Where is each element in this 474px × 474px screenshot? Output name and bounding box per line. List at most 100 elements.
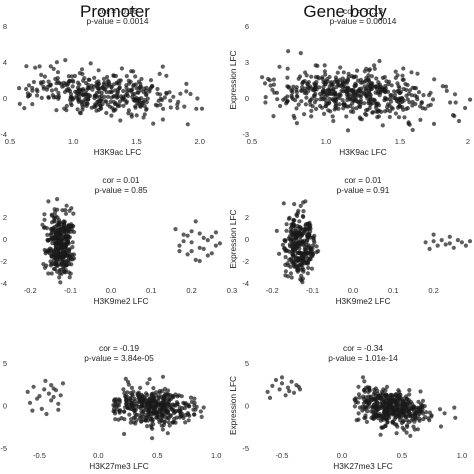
data-point <box>331 86 336 92</box>
data-point <box>459 240 464 245</box>
x-axis-label: H3K9ac LFC <box>339 147 387 157</box>
x-tick-label: 0.5 <box>5 137 15 146</box>
data-point <box>300 85 305 90</box>
data-point <box>301 214 306 219</box>
data-point <box>54 60 60 65</box>
data-point <box>292 241 297 246</box>
data-point <box>292 218 297 223</box>
data-point <box>138 84 144 89</box>
data-point <box>127 81 132 86</box>
data-point <box>295 268 300 273</box>
data-point <box>145 424 150 429</box>
data-point <box>389 93 394 98</box>
data-point <box>49 271 54 276</box>
data-point <box>163 415 168 420</box>
data-point <box>341 106 346 111</box>
data-point <box>142 97 147 103</box>
data-point <box>70 84 75 89</box>
data-point <box>404 430 409 435</box>
data-point <box>56 93 61 98</box>
data-point <box>142 112 147 117</box>
y-axis-label: Expression LFC <box>228 50 238 109</box>
data-point <box>66 230 71 235</box>
data-point <box>134 401 139 407</box>
data-point <box>209 251 214 256</box>
data-point <box>166 411 171 416</box>
data-point <box>415 427 420 432</box>
data-point <box>291 390 297 395</box>
data-point <box>453 100 458 105</box>
data-point <box>201 235 206 240</box>
data-point <box>42 74 48 79</box>
data-point <box>84 88 89 93</box>
data-point <box>377 413 382 418</box>
data-point <box>326 108 331 113</box>
data-point <box>27 400 33 405</box>
data-point <box>121 103 126 108</box>
data-point <box>302 112 307 117</box>
x-tick-label: 0.3 <box>227 286 237 295</box>
data-point <box>201 405 206 410</box>
data-point <box>331 97 336 103</box>
data-point <box>383 89 388 94</box>
data-point <box>285 66 290 71</box>
data-point <box>294 90 299 95</box>
data-point <box>387 406 392 411</box>
data-point <box>343 89 348 94</box>
data-point <box>320 76 325 81</box>
data-point <box>393 75 398 80</box>
data-point <box>277 64 282 69</box>
data-point <box>443 84 449 89</box>
x-tick-label: 0.1 <box>388 286 398 295</box>
data-point <box>168 105 173 110</box>
data-point <box>274 228 279 233</box>
data-point <box>209 234 214 239</box>
data-point <box>41 225 47 230</box>
data-point <box>116 87 121 92</box>
data-point <box>39 406 44 411</box>
data-point <box>112 107 117 112</box>
data-point <box>267 395 273 400</box>
data-point <box>145 381 150 386</box>
data-point <box>161 106 166 111</box>
data-point <box>145 418 151 423</box>
data-point <box>358 116 363 121</box>
data-point <box>17 86 22 91</box>
data-point <box>42 265 48 270</box>
x-tick-label: 0.2 <box>428 286 438 295</box>
data-point <box>197 231 202 236</box>
data-point <box>213 230 218 235</box>
data-point <box>420 398 426 403</box>
data-point <box>346 71 351 76</box>
scatter-panels: cor = -0.16p-value = 0.0014 0.5 1.0 1.5 2.0 -… <box>0 6 473 471</box>
data-point <box>372 63 377 68</box>
data-point <box>294 106 299 111</box>
data-point <box>44 411 49 417</box>
data-point <box>394 411 399 416</box>
data-point <box>182 104 187 109</box>
data-point <box>363 415 368 420</box>
data-point <box>322 111 327 116</box>
data-point <box>111 406 117 411</box>
data-point <box>189 240 194 245</box>
data-point <box>192 396 197 401</box>
data-point <box>42 387 47 392</box>
data-point <box>381 425 386 430</box>
data-point <box>378 432 383 437</box>
data-point <box>217 241 222 246</box>
data-point <box>107 81 112 87</box>
data-point <box>298 203 303 208</box>
data-point <box>299 88 304 93</box>
data-point <box>284 222 289 227</box>
data-point <box>75 80 81 85</box>
data-point <box>296 208 301 213</box>
data-point <box>387 114 392 120</box>
data-point <box>57 275 62 280</box>
y-tick-label: 0 <box>245 402 249 411</box>
data-point <box>119 66 124 71</box>
data-point <box>373 84 378 89</box>
data-point <box>321 91 327 96</box>
data-point <box>160 415 165 420</box>
data-point <box>164 91 169 96</box>
data-point <box>320 97 325 102</box>
